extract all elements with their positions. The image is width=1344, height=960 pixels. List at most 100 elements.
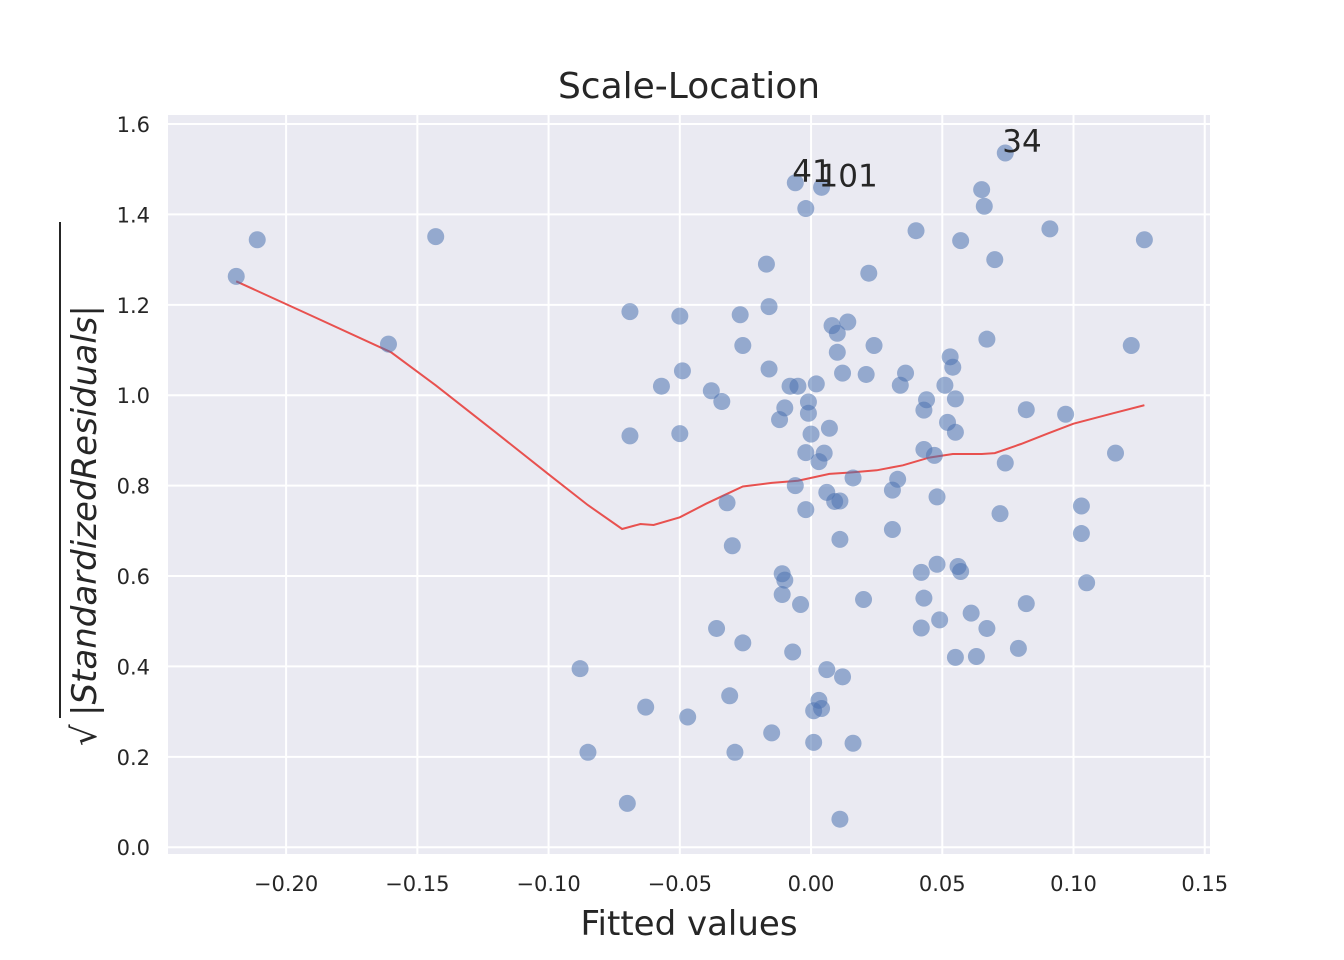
data-point	[671, 307, 689, 325]
x-tick-labels: −0.20 −0.15 −0.10 −0.05 0.00 0.05 0.10 0.15	[254, 872, 1228, 896]
data-point	[797, 200, 815, 218]
data-point	[621, 303, 639, 321]
data-point	[702, 382, 720, 400]
data-point	[897, 364, 915, 382]
data-point	[936, 376, 954, 394]
data-point	[571, 660, 589, 678]
data-point	[1107, 444, 1125, 462]
data-point	[975, 197, 993, 215]
data-point	[844, 469, 862, 487]
data-point	[818, 661, 836, 679]
data-point	[726, 743, 744, 761]
data-point	[815, 444, 833, 462]
data-point	[831, 492, 849, 510]
data-point	[807, 375, 825, 393]
y-tick-label: 1.6	[117, 113, 150, 137]
data-point	[379, 335, 397, 353]
x-tick-label: −0.15	[385, 872, 449, 896]
y-tick-label: 0.0	[117, 836, 150, 860]
data-point	[844, 734, 862, 752]
plot-background	[168, 115, 1210, 854]
grid-lines	[168, 115, 1210, 854]
x-tick-label: 0.10	[1050, 872, 1097, 896]
data-point	[723, 537, 741, 555]
data-point	[928, 488, 946, 506]
data-point	[1078, 574, 1096, 592]
data-point	[991, 505, 1009, 523]
data-point	[962, 604, 980, 622]
data-point	[912, 563, 930, 581]
data-point	[1041, 220, 1059, 238]
data-point	[708, 619, 726, 637]
data-point	[883, 520, 901, 538]
x-tick-label: 0.15	[1181, 872, 1228, 896]
data-point	[763, 724, 781, 742]
data-point	[1135, 231, 1153, 249]
data-point	[679, 708, 697, 726]
data-point	[713, 393, 731, 411]
data-point	[718, 494, 736, 512]
data-point	[978, 330, 996, 348]
data-point	[1072, 497, 1090, 515]
data-point	[931, 611, 949, 629]
chart-title: Scale-Location	[558, 66, 820, 107]
data-point	[946, 390, 964, 408]
data-point	[227, 267, 245, 285]
data-point	[952, 232, 970, 250]
y-tick-label: 0.8	[117, 475, 150, 499]
data-point	[820, 419, 838, 437]
data-point	[786, 174, 804, 192]
x-tick-label: −0.05	[648, 872, 712, 896]
y-axis-label-text: |StandardizedResiduals|	[65, 305, 105, 716]
data-point	[805, 733, 823, 751]
data-point	[855, 591, 873, 609]
data-point	[757, 255, 775, 273]
data-point	[248, 231, 266, 249]
y-axis-sqrt-symbol: √	[65, 724, 105, 746]
data-point	[978, 619, 996, 637]
data-point	[773, 586, 791, 604]
y-tick-label: 1.4	[117, 203, 150, 227]
x-tick-label: 0.00	[788, 872, 835, 896]
data-point	[865, 337, 883, 355]
data-point	[784, 643, 802, 661]
data-point	[427, 228, 445, 246]
data-point	[912, 619, 930, 637]
data-point	[944, 358, 962, 376]
data-point	[671, 425, 689, 443]
x-tick-label: −0.20	[254, 872, 318, 896]
data-point	[831, 530, 849, 548]
data-point	[776, 571, 794, 589]
data-point	[813, 178, 831, 196]
data-point	[652, 377, 670, 395]
data-point	[1017, 595, 1035, 613]
data-point	[1017, 401, 1035, 419]
data-point	[618, 794, 636, 812]
data-point	[734, 634, 752, 652]
data-point	[797, 444, 815, 462]
point-annotation: 41	[792, 154, 831, 190]
data-point	[799, 404, 817, 422]
data-point	[918, 391, 936, 409]
data-point	[813, 699, 831, 717]
data-point	[996, 454, 1014, 472]
y-tick-label: 0.6	[117, 565, 150, 589]
data-point	[721, 687, 739, 705]
y-tick-label: 1.2	[117, 294, 150, 318]
data-point	[776, 399, 794, 417]
data-point	[889, 470, 907, 488]
data-point	[925, 446, 943, 464]
data-point	[915, 589, 933, 607]
x-axis-label: Fitted values	[580, 904, 797, 944]
data-point	[952, 563, 970, 581]
data-point	[928, 555, 946, 573]
data-point	[760, 360, 778, 378]
data-point	[734, 337, 752, 355]
y-tick-label: 1.0	[117, 384, 150, 408]
data-point	[831, 810, 849, 828]
data-point	[996, 144, 1014, 162]
data-point	[792, 596, 810, 614]
data-point	[834, 364, 852, 382]
data-point	[946, 648, 964, 666]
y-tick-label: 0.4	[117, 655, 150, 679]
